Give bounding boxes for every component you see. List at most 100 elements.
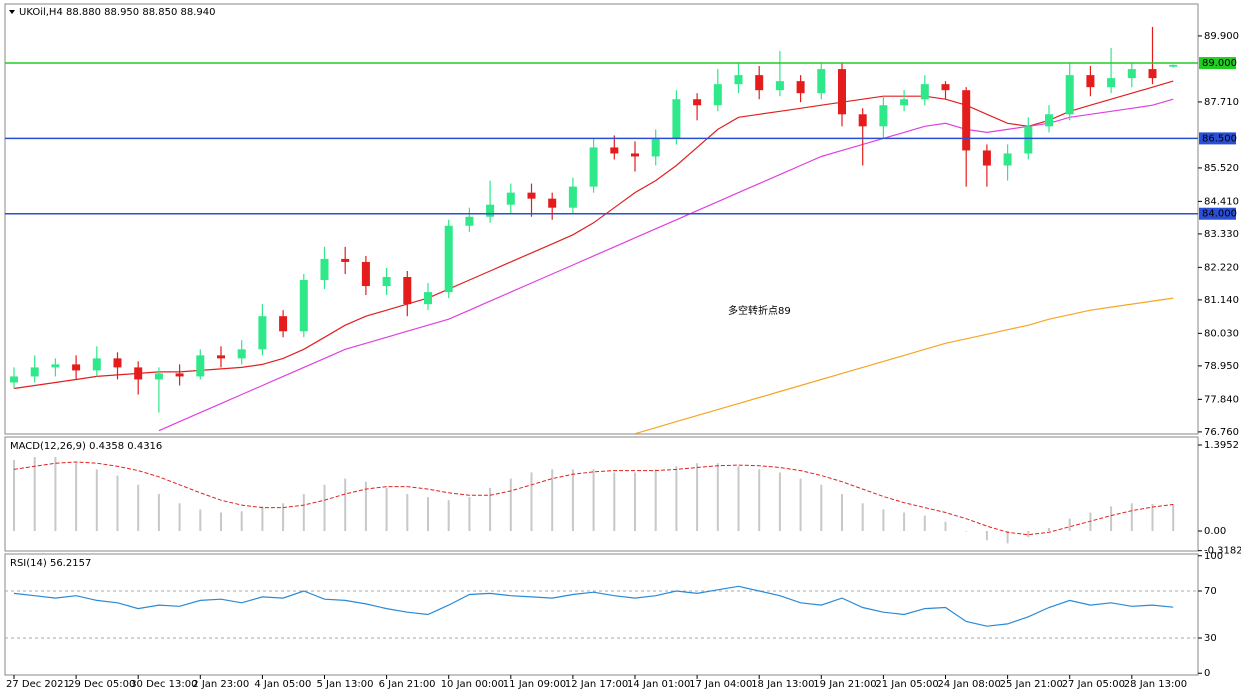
chart-title: UKOil,H4 88.880 88.950 88.850 88.940 xyxy=(19,7,216,18)
y-tick-label: 30 xyxy=(1204,633,1217,644)
macd-bar xyxy=(1068,518,1071,532)
candle-body xyxy=(796,81,805,94)
x-tick-label: 27 Dec 2021 xyxy=(6,679,70,690)
y-tick-label: 76.760 xyxy=(1204,427,1239,438)
candle-body xyxy=(51,364,60,368)
macd-bar xyxy=(33,457,36,532)
candle-body xyxy=(30,367,39,377)
rsi-line xyxy=(13,585,1174,627)
macd-bar xyxy=(634,472,636,532)
candle-body xyxy=(1065,75,1074,115)
candle-body xyxy=(982,150,991,166)
macd-bar xyxy=(302,494,305,532)
macd-bar xyxy=(261,506,264,532)
menu-arrow xyxy=(9,10,15,14)
y-tick-label: 85.520 xyxy=(1204,163,1239,174)
level-label: 89.000 xyxy=(1202,58,1237,69)
x-tick-label: 18 Jan 13:00 xyxy=(751,679,814,690)
macd-bar xyxy=(13,460,15,532)
candle-body xyxy=(465,216,474,226)
macd-bar xyxy=(427,497,429,532)
candle-body xyxy=(279,316,288,332)
moving-average xyxy=(158,98,1174,432)
macd-bar xyxy=(447,500,450,532)
y-tick-label: 77.840 xyxy=(1204,394,1239,405)
macd-bar xyxy=(820,484,823,532)
macd-bar xyxy=(1048,527,1050,532)
macd-bar xyxy=(282,503,285,532)
macd-bar xyxy=(985,531,988,541)
macd-bar xyxy=(178,503,181,532)
macd-bar xyxy=(406,494,409,532)
y-tick-label: 0 xyxy=(1204,668,1210,679)
macd-bar xyxy=(758,469,761,532)
macd-bar xyxy=(1110,506,1113,532)
x-tick-label: 11 Jan 09:00 xyxy=(503,679,566,690)
macd-bar xyxy=(592,469,595,532)
candle-body xyxy=(527,192,536,199)
y-tick-label: 70 xyxy=(1204,586,1217,597)
candle-body xyxy=(10,376,18,383)
x-tick-label: 27 Jan 05:00 xyxy=(1062,679,1125,690)
macd-bar xyxy=(571,469,574,532)
candle-body xyxy=(631,153,639,157)
candle-body xyxy=(755,75,764,91)
candle-body xyxy=(424,292,432,305)
macd-bar xyxy=(54,457,57,532)
candle-body xyxy=(589,147,598,187)
macd-bar xyxy=(530,472,533,532)
candle-body xyxy=(713,84,722,106)
macd-bar xyxy=(1089,512,1092,532)
candle-body xyxy=(361,261,370,287)
macd-bar xyxy=(344,478,347,532)
y-tick-label: -0.3182 xyxy=(1204,546,1241,557)
x-tick-label: 28 Jan 13:00 xyxy=(1124,679,1187,690)
macd-bar xyxy=(489,487,492,532)
x-tick-label: 2 Jan 23:00 xyxy=(192,679,249,690)
candle-body xyxy=(92,358,101,371)
candle-body xyxy=(217,355,225,359)
macd-bar xyxy=(240,511,243,532)
x-tick-label: 30 Dec 13:00 xyxy=(130,679,197,690)
level-label-bg xyxy=(1199,132,1236,145)
macd-bar xyxy=(944,521,947,532)
macd-bar xyxy=(799,478,802,532)
candle-body xyxy=(154,373,163,380)
annotation: 多空转折点89 xyxy=(728,304,791,317)
y-tick-label: 0.00 xyxy=(1204,526,1226,537)
level-label-bg xyxy=(1199,207,1236,220)
candle-body xyxy=(734,75,743,85)
x-tick-label: 25 Jan 21:00 xyxy=(1000,679,1063,690)
candle-body xyxy=(341,258,350,262)
macd-bar xyxy=(385,487,388,532)
candle-body xyxy=(838,69,846,115)
x-tick-label: 4 Jan 05:00 xyxy=(254,679,311,690)
main-panel xyxy=(4,3,1199,435)
macd-bar xyxy=(1172,504,1175,532)
candle-body xyxy=(610,147,619,154)
x-tick-label: 17 Jan 04:00 xyxy=(689,679,752,690)
macd-bar xyxy=(75,463,78,532)
x-tick-label: 5 Jan 13:00 xyxy=(317,679,374,690)
candle-body xyxy=(1003,153,1012,166)
x-tick-label: 14 Jan 01:00 xyxy=(627,679,690,690)
candle-body xyxy=(962,90,971,151)
macd-bar xyxy=(654,469,657,532)
macd-bar xyxy=(323,484,326,532)
x-tick-label: 21 Jan 05:00 xyxy=(875,679,938,690)
macd-bar xyxy=(551,469,554,532)
macd-bar xyxy=(199,509,202,532)
candle-body xyxy=(775,81,784,91)
x-tick-label: 19 Jan 21:00 xyxy=(813,679,876,690)
candle-body xyxy=(1148,69,1157,79)
rsi-panel xyxy=(4,553,1199,676)
candle-body xyxy=(403,277,412,305)
macd-bar xyxy=(613,472,616,532)
candle-body xyxy=(693,99,702,106)
candle-body xyxy=(506,192,515,205)
macd-bar xyxy=(137,484,140,532)
candle-body xyxy=(299,280,308,332)
